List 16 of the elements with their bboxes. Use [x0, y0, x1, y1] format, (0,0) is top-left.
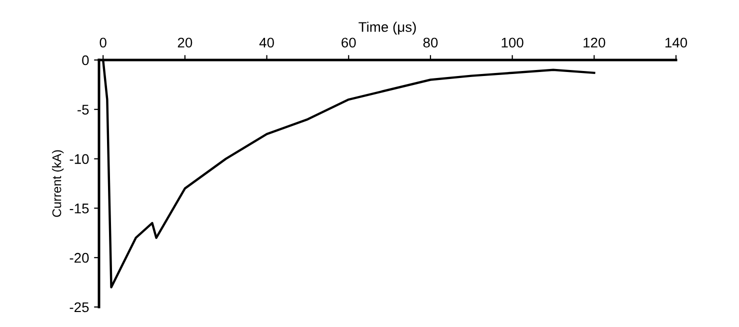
y-tick-label: -5 [78, 104, 89, 115]
x-tick-label: 40 [259, 38, 274, 48]
x-axis-title: Time (μs) [358, 22, 416, 35]
x-tick-label: 80 [423, 38, 438, 48]
x-tick-label: 120 [584, 38, 606, 48]
y-tick-label: -20 [70, 252, 89, 263]
x-tick-label: 100 [502, 38, 524, 48]
x-tick-label: 140 [665, 38, 688, 48]
y-tick-label: -15 [70, 204, 89, 214]
y-tick-label: -25 [70, 302, 89, 312]
x-tick-label: 0 [100, 38, 106, 48]
y-tick-label: 0 [82, 55, 89, 66]
y-axis-title: Current (kA) [52, 150, 64, 217]
x-tick-label: 20 [178, 38, 192, 48]
y-tick-label: -10 [70, 154, 89, 164]
x-tick-label: 60 [342, 38, 356, 48]
